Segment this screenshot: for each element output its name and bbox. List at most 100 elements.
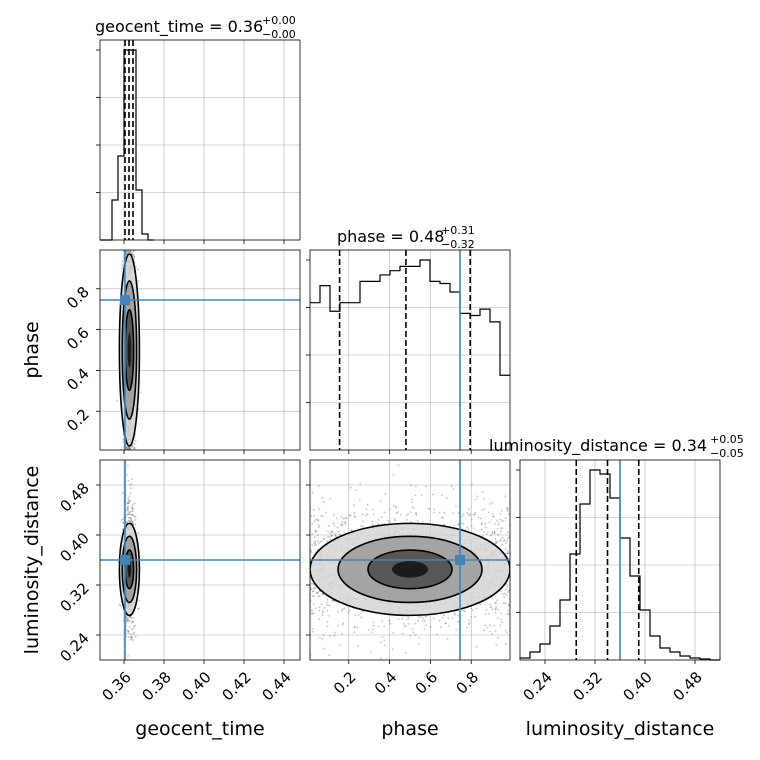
sample-point <box>457 614 459 617</box>
sample-point <box>433 508 436 511</box>
sample-point <box>467 528 470 531</box>
sample-point <box>316 534 319 536</box>
sample-point <box>321 593 324 595</box>
sample-point <box>417 619 419 622</box>
sample-point <box>504 602 507 605</box>
sample-point <box>444 622 447 624</box>
ytick-label-luminosity-distance-0: 0.24 <box>56 629 92 665</box>
sample-point <box>468 619 470 621</box>
sample-point <box>468 623 470 626</box>
sample-point <box>504 495 507 498</box>
sample-point <box>130 487 133 490</box>
sample-point <box>507 531 509 534</box>
sample-point <box>462 609 464 612</box>
sample-point <box>337 610 340 613</box>
sample-point <box>126 447 129 450</box>
sample-point <box>134 516 137 518</box>
sample-point <box>134 635 137 638</box>
sample-point <box>353 626 356 628</box>
sample-point <box>342 517 345 520</box>
sample-point <box>389 508 391 510</box>
sample-point <box>350 529 353 531</box>
sample-point <box>326 604 329 607</box>
sample-point <box>466 626 468 629</box>
sample-point <box>348 514 351 516</box>
sample-point <box>312 603 315 606</box>
sample-point <box>393 517 396 520</box>
sample-point <box>131 637 133 640</box>
sample-point <box>127 632 130 635</box>
sample-point <box>415 514 418 516</box>
sample-point <box>122 438 125 441</box>
sample-point <box>475 498 477 501</box>
sample-point <box>380 516 383 519</box>
sample-point <box>482 535 484 538</box>
sample-point <box>127 250 130 253</box>
sample-point <box>321 614 324 617</box>
sample-point <box>128 447 131 450</box>
sample-point <box>473 513 476 516</box>
xtick-label-phase-1: 0.4 <box>371 668 401 698</box>
sample-point <box>370 631 373 634</box>
sample-point <box>423 628 426 630</box>
sample-point <box>321 610 324 612</box>
sample-point <box>341 610 343 612</box>
sample-point <box>341 608 344 611</box>
sample-point <box>483 675 485 677</box>
sample-point <box>489 503 491 505</box>
title-geocent-time-sup: +0.00 <box>262 14 296 27</box>
sample-point <box>326 601 328 604</box>
sample-point <box>475 646 478 648</box>
sample-point <box>127 517 130 519</box>
sample-point <box>131 507 133 509</box>
sample-point <box>446 638 449 640</box>
sample-point <box>344 523 347 526</box>
sample-point <box>409 511 412 514</box>
sample-point <box>369 650 372 653</box>
sample-point <box>444 622 447 625</box>
sample-point <box>470 616 472 618</box>
ytick-label-luminosity-distance-1: 0.32 <box>56 579 92 615</box>
sample-point <box>400 618 403 620</box>
sample-point <box>341 524 344 526</box>
sample-point <box>412 631 415 634</box>
sample-point <box>126 619 129 621</box>
xlabel-geocent-time: geocent_time <box>135 718 264 740</box>
sample-point <box>492 515 495 518</box>
sample-point <box>504 643 507 646</box>
sample-point <box>500 509 503 512</box>
sample-point <box>317 595 320 598</box>
sample-point <box>319 637 321 639</box>
grid-hist-phase <box>348 250 472 450</box>
sample-point <box>133 631 136 634</box>
sample-point <box>333 631 336 634</box>
sample-point <box>357 645 360 648</box>
sample-point <box>405 514 408 516</box>
sample-point <box>504 588 507 591</box>
grid-hist-geocent-time <box>123 40 285 240</box>
sample-point <box>129 447 131 449</box>
sample-point <box>310 612 313 615</box>
sample-point <box>491 531 494 533</box>
sample-point <box>497 636 499 639</box>
xtick-label-luminosity-distance-2: 0.40 <box>619 668 655 704</box>
title-geocent-time-sub: −0.00 <box>262 28 296 41</box>
sample-point <box>404 675 406 677</box>
sample-point <box>127 519 130 522</box>
sample-point <box>312 590 314 593</box>
sample-point <box>338 644 341 646</box>
sample-point <box>507 609 510 612</box>
sample-point <box>330 535 333 538</box>
sample-point <box>457 620 459 623</box>
sample-point <box>439 626 442 629</box>
sample-point <box>129 520 132 523</box>
sample-point <box>506 612 509 615</box>
sample-point <box>138 608 140 610</box>
truth-marker-distance-vs-geocent-time <box>120 555 130 565</box>
sample-point <box>327 524 330 527</box>
sample-point <box>321 592 324 595</box>
sample-point <box>131 478 134 481</box>
sample-point <box>319 541 322 543</box>
sample-point <box>133 515 136 518</box>
sample-point <box>347 611 350 614</box>
